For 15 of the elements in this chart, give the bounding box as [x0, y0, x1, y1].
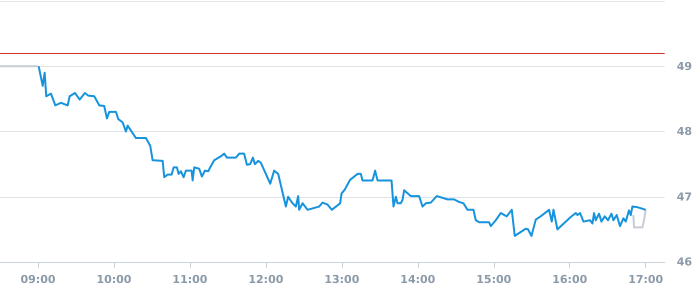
- x-tick-label: 11:00: [172, 273, 208, 286]
- x-tick-label: 12:00: [248, 273, 284, 286]
- line-series: [632, 208, 647, 228]
- x-tick-label: 17:00: [628, 273, 664, 286]
- y-tick-label: 47: [676, 190, 692, 204]
- x-tick-label: 09:00: [20, 273, 56, 286]
- line-series: [38, 65, 647, 237]
- y-tick-label: 48: [676, 125, 692, 138]
- x-tick-label: 13:00: [324, 273, 360, 286]
- y-tick-label: 49: [676, 60, 692, 73]
- x-tick-label: 14:00: [400, 273, 436, 286]
- x-tick-label: 10:00: [96, 273, 132, 286]
- y-tick-label: 46: [676, 256, 692, 268]
- x-tick-label: 16:00: [552, 273, 588, 286]
- x-tick-label: 15:00: [476, 273, 512, 286]
